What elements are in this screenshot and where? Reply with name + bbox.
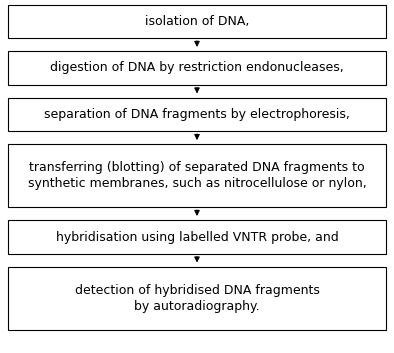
Text: digestion of DNA by restriction endonucleases,: digestion of DNA by restriction endonucl… [50,61,344,74]
Bar [8,5,386,38]
Text: hybridisation using labelled VNTR probe, and: hybridisation using labelled VNTR probe,… [56,231,338,244]
Text: separation of DNA fragments by electrophoresis,: separation of DNA fragments by electroph… [44,108,350,121]
Bar [8,51,386,85]
Text: detection of hybridised DNA fragments
by autoradiography.: detection of hybridised DNA fragments by… [74,284,320,313]
Text: isolation of DNA,: isolation of DNA, [145,15,249,28]
Bar [8,144,386,207]
Text: transferring (blotting) of separated DNA fragments to
synthetic membranes, such : transferring (blotting) of separated DNA… [28,161,366,190]
Bar [8,98,386,131]
Bar [8,220,386,254]
Bar [8,267,386,330]
